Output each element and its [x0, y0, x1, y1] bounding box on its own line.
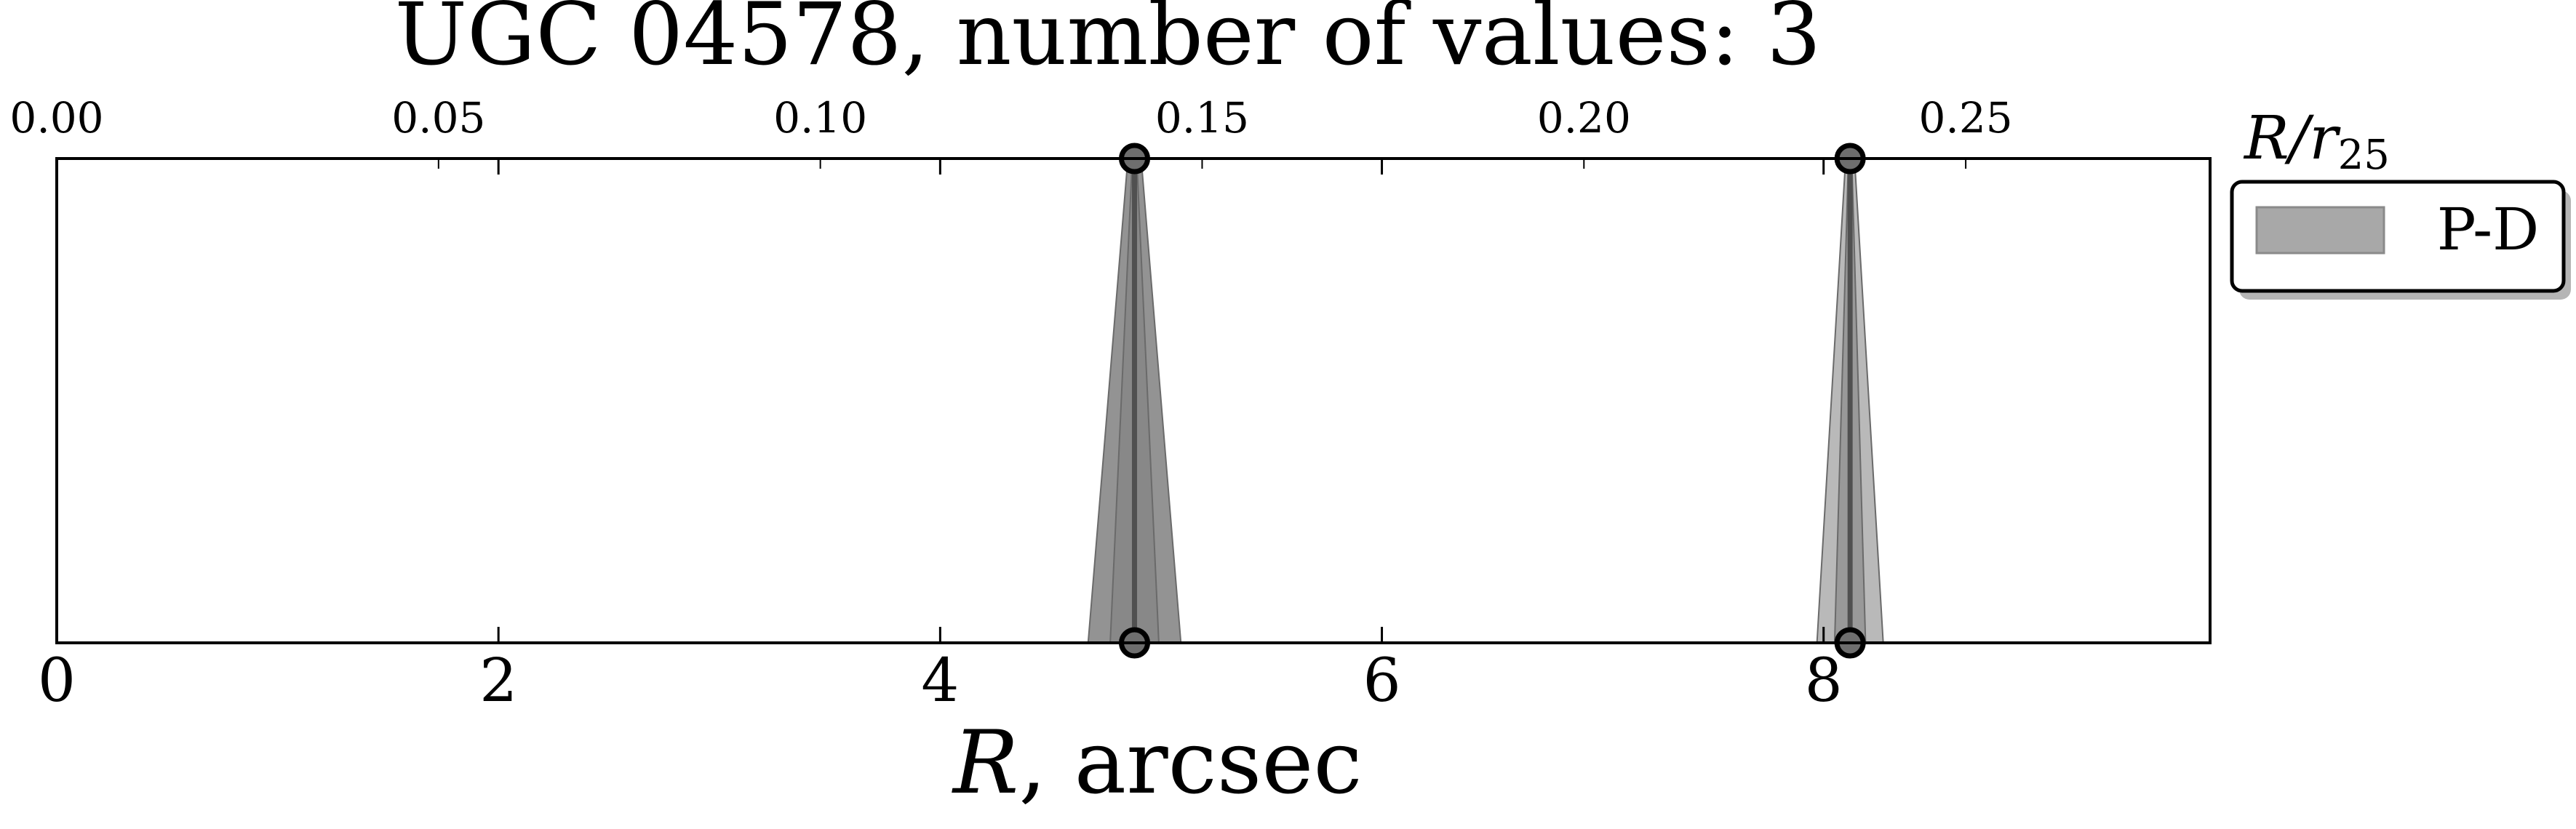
x-tick-label-3: 6 [1363, 646, 1400, 716]
top-axis-label-sub: 25 [2338, 132, 2390, 179]
x-tick-label-0: 0 [38, 646, 76, 716]
top-axis-label: R/r25 [2243, 104, 2390, 179]
legend-label: P-D [2437, 196, 2540, 263]
axis-ticks: 0 2 4 6 8 0.00 0.05 0.10 0.15 0.20 0.25 [9, 93, 2012, 716]
top-axis-label-main: R/r [2243, 104, 2341, 173]
legend: P-D [2230, 180, 2571, 300]
top-tick-label-3: 0.15 [1155, 93, 1249, 143]
x-axis-label-text: , arcsec [1018, 713, 1362, 814]
top-tick-label-5: 0.25 [1919, 93, 2013, 143]
chart-title: UGC 04578, number of values: 3 [395, 0, 1822, 84]
plot-frame [55, 157, 2212, 644]
data-marks [1119, 143, 1866, 659]
top-tick-label-0: 0.00 [9, 93, 103, 143]
x-tick-label-2: 4 [921, 646, 959, 716]
plot-area [1087, 158, 1884, 644]
top-tick-label-4: 0.20 [1537, 93, 1631, 143]
x-tick-label-1: 2 [479, 646, 517, 716]
top-tick-label-2: 0.10 [773, 93, 867, 143]
x-axis-label: R, arcsec [952, 713, 1363, 814]
x-tick-label-4: 8 [1805, 646, 1843, 716]
top-tick-label-1: 0.05 [391, 93, 485, 143]
legend-swatch [2255, 206, 2385, 255]
x-axis-label-symbol: R [952, 713, 1018, 814]
